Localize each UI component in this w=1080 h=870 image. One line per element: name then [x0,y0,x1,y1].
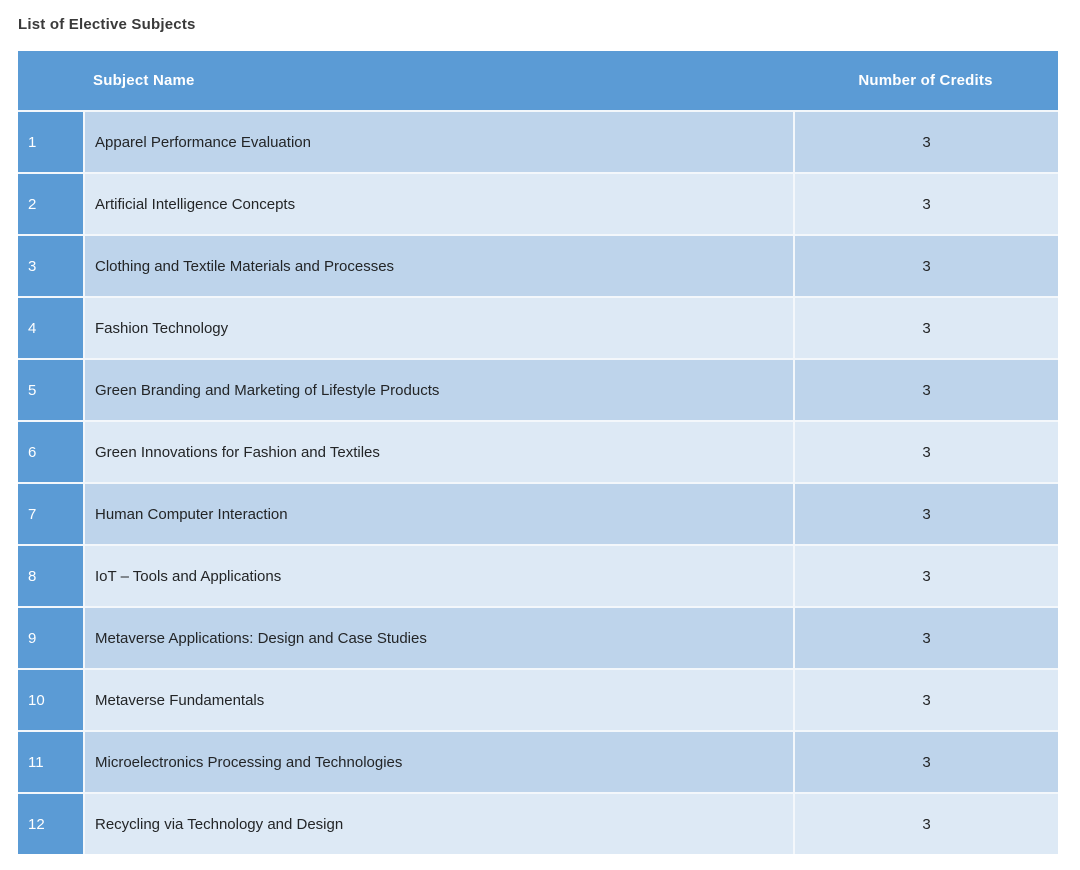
header-row: Subject Name Number of Credits [18,51,1058,110]
credits-cell: 3 [793,606,1058,668]
subject-cell: Green Branding and Marketing of Lifestyl… [83,358,793,420]
row-index-cell: 6 [18,420,83,482]
subject-cell: Clothing and Textile Materials and Proce… [83,234,793,296]
row-index-cell: 4 [18,296,83,358]
subject-cell: Recycling via Technology and Design [83,792,793,854]
subject-cell: IoT – Tools and Applications [83,544,793,606]
credits-cell: 3 [793,234,1058,296]
table-row: 3 Clothing and Textile Materials and Pro… [18,234,1058,296]
row-index-cell: 9 [18,606,83,668]
subject-cell: Human Computer Interaction [83,482,793,544]
table-row: 5 Green Branding and Marketing of Lifest… [18,358,1058,420]
header-credits-cell: Number of Credits [793,51,1058,110]
credits-cell: 3 [793,668,1058,730]
header-subject-cell: Subject Name [83,51,793,110]
credits-cell: 3 [793,730,1058,792]
credits-cell: 3 [793,172,1058,234]
table-row: 2 Artificial Intelligence Concepts 3 [18,172,1058,234]
row-index-cell: 8 [18,544,83,606]
subject-cell: Artificial Intelligence Concepts [83,172,793,234]
table-row: 11 Microelectronics Processing and Techn… [18,730,1058,792]
row-index-cell: 3 [18,234,83,296]
table-header: Subject Name Number of Credits [18,51,1058,110]
subject-cell: Fashion Technology [83,296,793,358]
table-row: 9 Metaverse Applications: Design and Cas… [18,606,1058,668]
table-row: 10 Metaverse Fundamentals 3 [18,668,1058,730]
elective-subjects-table: Subject Name Number of Credits 1 Apparel… [18,51,1058,854]
credits-cell: 3 [793,482,1058,544]
row-index-cell: 7 [18,482,83,544]
table-row: 1 Apparel Performance Evaluation 3 [18,110,1058,172]
row-index-cell: 1 [18,110,83,172]
credits-cell: 3 [793,544,1058,606]
table-body: 1 Apparel Performance Evaluation 3 2 Art… [18,110,1058,854]
subject-cell: Metaverse Applications: Design and Case … [83,606,793,668]
table-row: 6 Green Innovations for Fashion and Text… [18,420,1058,482]
credits-cell: 3 [793,792,1058,854]
table-row: 8 IoT – Tools and Applications 3 [18,544,1058,606]
credits-cell: 3 [793,358,1058,420]
subject-cell: Microelectronics Processing and Technolo… [83,730,793,792]
row-index-cell: 11 [18,730,83,792]
row-index-cell: 12 [18,792,83,854]
row-index-cell: 2 [18,172,83,234]
table-row: 12 Recycling via Technology and Design 3 [18,792,1058,854]
subject-cell: Apparel Performance Evaluation [83,110,793,172]
subject-cell: Metaverse Fundamentals [83,668,793,730]
credits-cell: 3 [793,110,1058,172]
row-index-cell: 10 [18,668,83,730]
row-index-cell: 5 [18,358,83,420]
subject-cell: Green Innovations for Fashion and Textil… [83,420,793,482]
table-row: 7 Human Computer Interaction 3 [18,482,1058,544]
header-index-cell [18,51,83,110]
page-title: List of Elective Subjects [18,16,196,33]
credits-cell: 3 [793,420,1058,482]
credits-cell: 3 [793,296,1058,358]
table-row: 4 Fashion Technology 3 [18,296,1058,358]
